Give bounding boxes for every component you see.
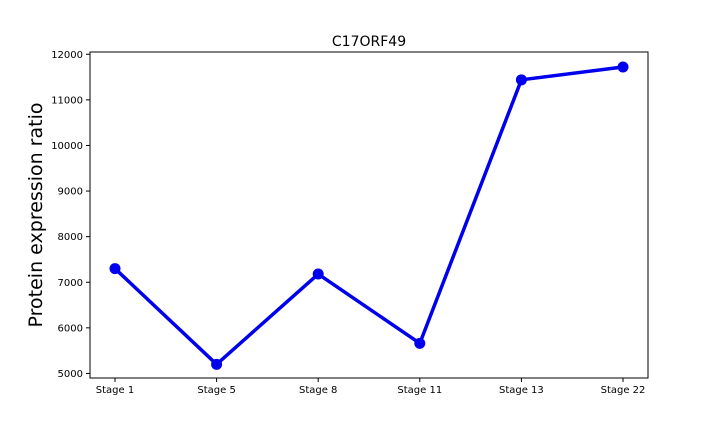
series-line bbox=[113, 65, 625, 367]
series-layer bbox=[109, 61, 629, 370]
y-tick-label: 8000 bbox=[58, 232, 83, 243]
x-tick-label: Stage 5 bbox=[197, 385, 235, 396]
y-tick-label: 6000 bbox=[58, 323, 83, 334]
y-axis-label: Protein expression ratio bbox=[25, 103, 47, 328]
x-tick-label: Stage 8 bbox=[299, 385, 337, 396]
data-point bbox=[312, 268, 324, 280]
data-point bbox=[109, 263, 121, 275]
plot-area-frame bbox=[89, 51, 649, 379]
y-tick-label: 11000 bbox=[51, 95, 83, 106]
y-axis-ticks: 5000 6000 7000 8000 9000 10000 11000 12000 bbox=[51, 50, 90, 380]
y-tick-label: 12000 bbox=[51, 50, 83, 61]
data-point bbox=[414, 337, 426, 349]
data-point bbox=[515, 74, 527, 86]
x-tick-label: Stage 1 bbox=[96, 385, 134, 396]
data-point bbox=[617, 61, 629, 73]
x-tick-label: Stage 11 bbox=[397, 385, 442, 396]
x-tick-label: Stage 13 bbox=[499, 385, 544, 396]
y-tick-label: 9000 bbox=[58, 187, 83, 198]
chart-title: C17ORF49 bbox=[332, 34, 406, 50]
x-tick-label: Stage 22 bbox=[601, 385, 646, 396]
x-axis-ticks: Stage 1 Stage 5 Stage 8 Stage 11 Stage 13 Sta… bbox=[96, 378, 646, 396]
y-tick-label: 5000 bbox=[58, 369, 83, 380]
y-tick-label: 10000 bbox=[51, 141, 83, 152]
y-tick-label: 7000 bbox=[58, 278, 83, 289]
data-point bbox=[211, 358, 223, 370]
